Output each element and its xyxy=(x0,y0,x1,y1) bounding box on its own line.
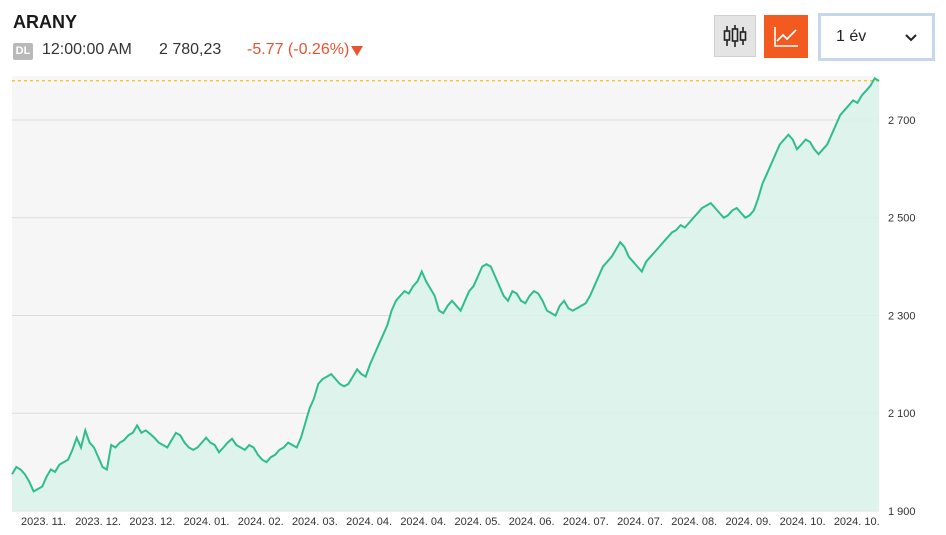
x-tick-label: 2023. 12. xyxy=(75,516,121,528)
price-area-fill xyxy=(12,78,879,512)
y-tick-label: 2 100 xyxy=(888,408,916,420)
x-tick-label: 2024. 10. xyxy=(780,516,826,528)
chevron-down-icon xyxy=(905,34,917,42)
x-tick-label: 2024. 05. xyxy=(455,516,501,528)
x-tick-label: 2024. 10. xyxy=(834,516,880,528)
x-tick-label: 2024. 02. xyxy=(238,516,284,528)
x-tick-label: 2024. 07. xyxy=(617,516,663,528)
quote-change: -5.77 (-0.26%) xyxy=(247,41,350,58)
quote-time: 12:00:00 AM xyxy=(42,41,132,58)
x-tick-label: 2024. 06. xyxy=(509,516,555,528)
period-value: 1 év xyxy=(836,28,867,45)
line-chart-icon xyxy=(774,26,798,47)
x-tick-label: 2023. 11. xyxy=(21,516,66,528)
y-tick-label: 1 900 xyxy=(888,506,916,518)
down-arrow-icon xyxy=(351,46,363,56)
y-tick-label: 2 500 xyxy=(888,213,916,225)
candlestick-icon xyxy=(723,25,747,47)
x-tick-label: 2023. 12. xyxy=(129,516,175,528)
x-tick-label: 2024. 09. xyxy=(725,516,771,528)
delayed-badge: DL xyxy=(13,43,33,60)
line-chart-button[interactable] xyxy=(764,15,808,58)
x-tick-label: 2024. 04. xyxy=(400,516,446,528)
y-tick-label: 2 700 xyxy=(888,115,916,127)
x-tick-label: 2024. 03. xyxy=(292,516,338,528)
y-tick-label: 2 300 xyxy=(888,310,916,322)
asset-title: ARANY xyxy=(13,12,78,32)
x-tick-label: 2024. 07. xyxy=(563,516,609,528)
x-tick-label: 2024. 08. xyxy=(671,516,717,528)
x-tick-label: 2024. 04. xyxy=(346,516,392,528)
price-line xyxy=(11,77,880,493)
candlestick-chart-button[interactable] xyxy=(714,15,756,57)
period-select[interactable]: 1 év xyxy=(818,13,935,61)
x-tick-label: 2024. 01. xyxy=(184,516,230,528)
quote-price: 2 780,23 xyxy=(159,41,222,58)
